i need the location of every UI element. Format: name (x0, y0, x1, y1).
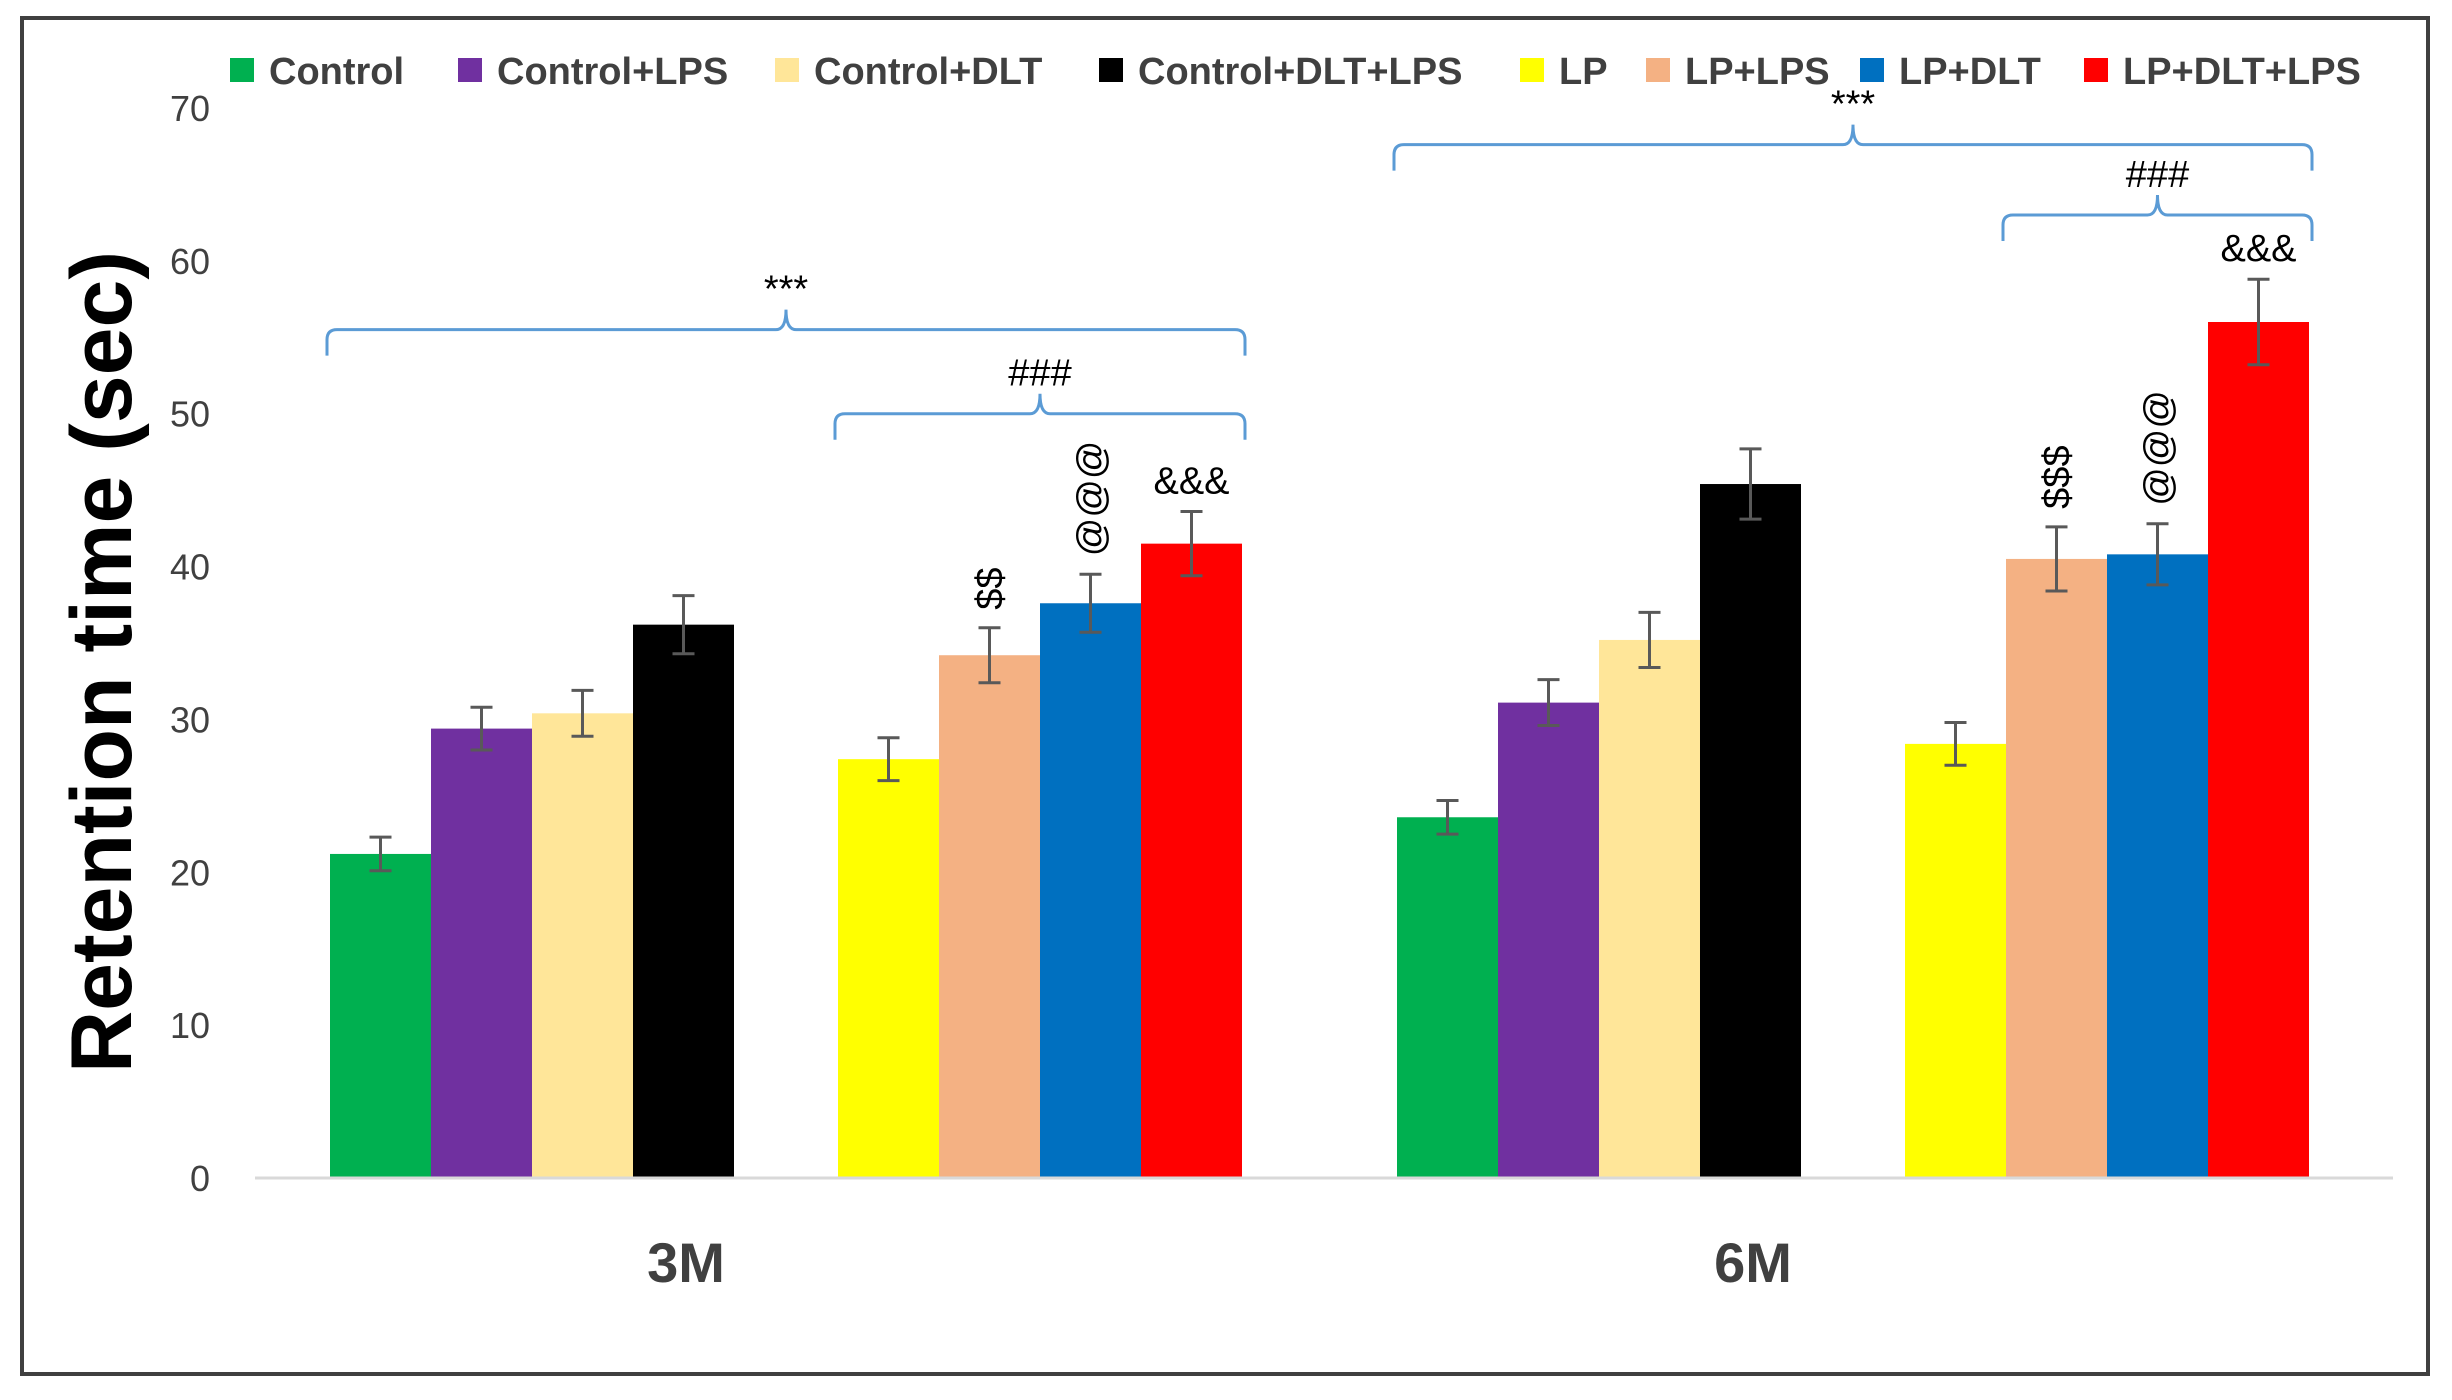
legend-entry-label: Control+DLT (814, 51, 1042, 93)
bar-annotation: @@@ (2138, 390, 2180, 506)
significance-label: *** (764, 269, 809, 311)
significance-brackets: *** ### *** ### (325, 84, 2314, 440)
bar-lp-3m (838, 759, 939, 1178)
bar-control-dlt-6m (1599, 639, 1700, 1178)
significance-bracket (1392, 124, 2314, 171)
y-axis-label: Retention time (sec) (54, 251, 150, 1073)
y-axis: 0 10 20 30 40 50 60 70 (170, 88, 210, 1199)
bar-control-3m (330, 853, 431, 1178)
legend-swatch (2084, 58, 2108, 82)
y-tick-label: 10 (170, 1005, 210, 1046)
bars (330, 322, 2309, 1178)
legend-swatch (1520, 58, 1544, 82)
legend-entry-label: Control+LPS (497, 51, 728, 93)
x-axis-categories: 3M 6M (647, 1231, 1792, 1294)
legend-entry-label: LP+DLT (1899, 51, 2041, 93)
legend-entry-label: LP (1559, 51, 1608, 93)
legend-entry-label: Control+DLT+LPS (1138, 51, 1462, 93)
legend-swatch (1646, 58, 1670, 82)
bar-control-dlt-lps-3m (633, 624, 734, 1178)
legend-swatch (458, 58, 482, 82)
y-tick-label: 50 (170, 394, 210, 435)
x-category-label: 3M (647, 1231, 725, 1294)
legend-swatch (1099, 58, 1123, 82)
bar-annotation: $$$ (2037, 445, 2079, 508)
y-tick-label: 0 (190, 1158, 210, 1199)
significance-bracket (325, 309, 1247, 356)
bar-annotation: &&& (1153, 461, 1229, 503)
y-tick-label: 30 (170, 699, 210, 740)
y-tick-label: 70 (170, 88, 210, 129)
bar-control-lps-6m (1498, 702, 1599, 1178)
bar-annotation: @@@ (1071, 440, 1113, 556)
bar-lp-lps-3m (939, 655, 1040, 1178)
bar-control-lps-3m (431, 728, 532, 1178)
bar-lp-dlt-3m (1040, 603, 1141, 1178)
legend-entry-label: LP+DLT+LPS (2123, 51, 2361, 93)
bar-lp-dlt-lps-3m (1141, 543, 1242, 1178)
legend-swatch (775, 58, 799, 82)
y-tick-label: 60 (170, 241, 210, 282)
bar-annotations: $$ @@@ &&& $$$ @@@ &&& (970, 228, 2297, 610)
y-tick-label: 20 (170, 852, 210, 893)
bar-annotation: $$ (970, 567, 1012, 609)
legend-entry-label: Control (269, 51, 404, 93)
error-bars (369, 277, 2270, 873)
y-tick-label: 40 (170, 547, 210, 588)
legend-swatch (1860, 58, 1884, 82)
significance-bracket (2001, 194, 2314, 241)
legend-swatch (230, 58, 254, 82)
bar-annotation: &&& (2220, 228, 2296, 270)
legend: Control Control+LPS Control+DLT Control+DLT… (230, 51, 2361, 93)
bar-control-dlt-lps-6m (1700, 484, 1801, 1178)
legend-entry-label: LP+LPS (1685, 51, 1830, 93)
bar-control-dlt-3m (532, 713, 633, 1178)
bar-control-6m (1397, 817, 1498, 1178)
bar-lp-lps-6m (2006, 558, 2107, 1178)
significance-label: ### (1008, 353, 1071, 395)
bar-lp-dlt-6m (2107, 554, 2208, 1178)
bar-lp-dlt-lps-6m (2208, 322, 2309, 1178)
significance-label: *** (1831, 84, 1876, 126)
x-category-label: 6M (1714, 1231, 1792, 1294)
bar-lp-6m (1905, 743, 2006, 1178)
significance-label: ### (2126, 154, 2189, 196)
